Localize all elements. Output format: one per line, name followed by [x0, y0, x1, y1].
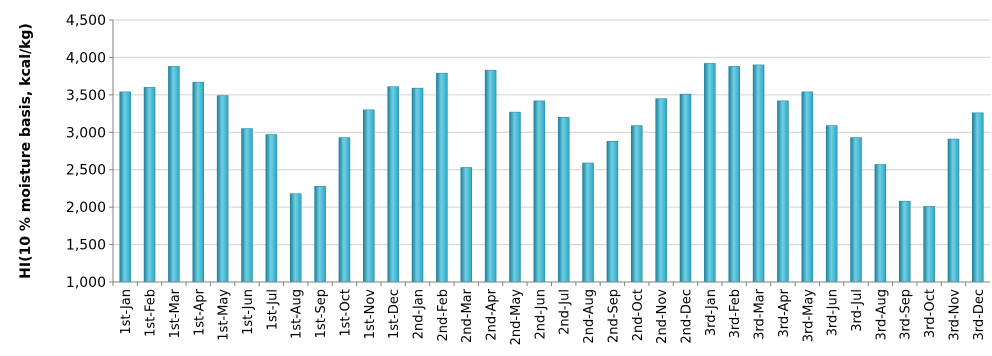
x-tick-label: 3rd-Jun — [826, 289, 841, 336]
bar — [485, 70, 496, 282]
x-tick-label: 2nd-Apr — [485, 288, 500, 340]
x-tick-label: 3rd-Sep — [899, 289, 914, 340]
x-tick-label: 1st-Jan — [119, 289, 134, 335]
bar — [826, 126, 837, 282]
x-tick-label: 3rd-Apr — [777, 288, 792, 337]
x-tick-label: 3rd-Nov — [947, 289, 962, 341]
bar — [193, 82, 204, 282]
bar — [753, 65, 764, 282]
bar — [802, 92, 813, 282]
bar — [120, 92, 131, 282]
bar — [412, 88, 423, 282]
x-tick-label: 2nd-Mar — [460, 288, 475, 343]
y-axis-label: HI(10 % moisture basis, kcal/kg) — [18, 23, 34, 279]
y-tick-label: 2,500 — [66, 163, 106, 179]
x-tick-label: 1st-Mar — [168, 288, 183, 338]
bar — [388, 87, 399, 282]
x-tick-label: 1st-Jul — [265, 289, 280, 330]
bar — [266, 135, 277, 282]
bar — [777, 101, 788, 282]
bar — [461, 167, 472, 282]
bar — [168, 66, 179, 282]
y-tick-label: 3,500 — [66, 88, 106, 104]
x-tick-label: 3rd-Oct — [923, 289, 938, 338]
x-tick-label: 1st-Oct — [338, 289, 353, 337]
y-axis-ticks: 1,000 1,500 2,000 2,500 3,000 3,500 4,000 4,500 — [66, 13, 113, 291]
bar — [509, 112, 520, 282]
bar — [241, 129, 252, 282]
bar — [656, 99, 667, 282]
x-tick-label: 3rd-Jul — [850, 289, 865, 332]
x-tick-label: 1st-Dec — [387, 289, 402, 339]
bar — [217, 96, 228, 282]
bar — [680, 94, 691, 282]
x-tick-label: 3rd-May — [801, 289, 816, 343]
x-tick-label: 1st-Sep — [314, 289, 329, 338]
x-tick-label: 2nd-Sep — [606, 289, 621, 343]
x-tick-label: 3rd-Dec — [972, 289, 987, 341]
x-tick-label: 3rd-Jan — [704, 289, 719, 336]
bar — [558, 117, 569, 282]
y-tick-label: 2,000 — [66, 200, 106, 216]
y-tick-label: 3,000 — [66, 125, 106, 141]
bar — [315, 186, 326, 282]
bar — [729, 66, 740, 282]
y-tick-label: 1,500 — [66, 238, 106, 254]
bar — [363, 110, 374, 282]
x-tick-label: 2nd-Nov — [655, 289, 670, 344]
bar — [948, 139, 959, 282]
bar — [704, 63, 715, 282]
x-tick-label: 2nd-Aug — [582, 289, 597, 344]
x-tick-label: 3rd-Mar — [753, 288, 768, 340]
x-tick-label: 2nd-Jan — [412, 289, 427, 339]
x-tick-label: 1st-Nov — [363, 289, 378, 340]
bar — [607, 141, 618, 282]
bar — [899, 201, 910, 282]
bar — [339, 138, 350, 282]
bar — [144, 87, 155, 282]
x-tick-label: 1st-May — [217, 289, 232, 341]
x-tick-label: 1st-Apr — [192, 288, 207, 336]
x-tick-label: 1st-Feb — [144, 289, 159, 337]
x-tick-label: 2nd-Jul — [558, 289, 573, 335]
x-tick-label: 2nd-May — [509, 289, 524, 346]
x-tick-label: 2nd-Oct — [631, 289, 646, 341]
bar — [534, 101, 545, 282]
bar — [631, 126, 642, 282]
bar — [924, 206, 935, 282]
bar — [851, 138, 862, 282]
y-tick-label: 1,000 — [66, 275, 106, 291]
x-tick-label: 1st-Jun — [241, 289, 256, 335]
bar — [583, 163, 594, 282]
x-tick-label: 1st-Aug — [290, 289, 305, 339]
bar — [972, 113, 983, 282]
x-tick-label: 3rd-Aug — [874, 289, 889, 340]
y-tick-label: 4,000 — [66, 50, 106, 66]
x-tick-label: 2nd-Feb — [436, 289, 451, 341]
bar — [436, 73, 447, 282]
x-axis-ticks: 1st-Jan 1st-Feb 1st-Mar 1st-Apr 1st-May 1st-J… — [113, 282, 987, 345]
bars — [120, 63, 984, 282]
x-tick-label: 2nd-Dec — [679, 289, 694, 344]
x-tick-label: 3rd-Feb — [728, 289, 743, 338]
y-tick-label: 4,500 — [66, 13, 106, 29]
bar — [290, 194, 301, 282]
x-tick-label: 2nd-Jun — [533, 289, 548, 340]
bar — [875, 164, 886, 282]
